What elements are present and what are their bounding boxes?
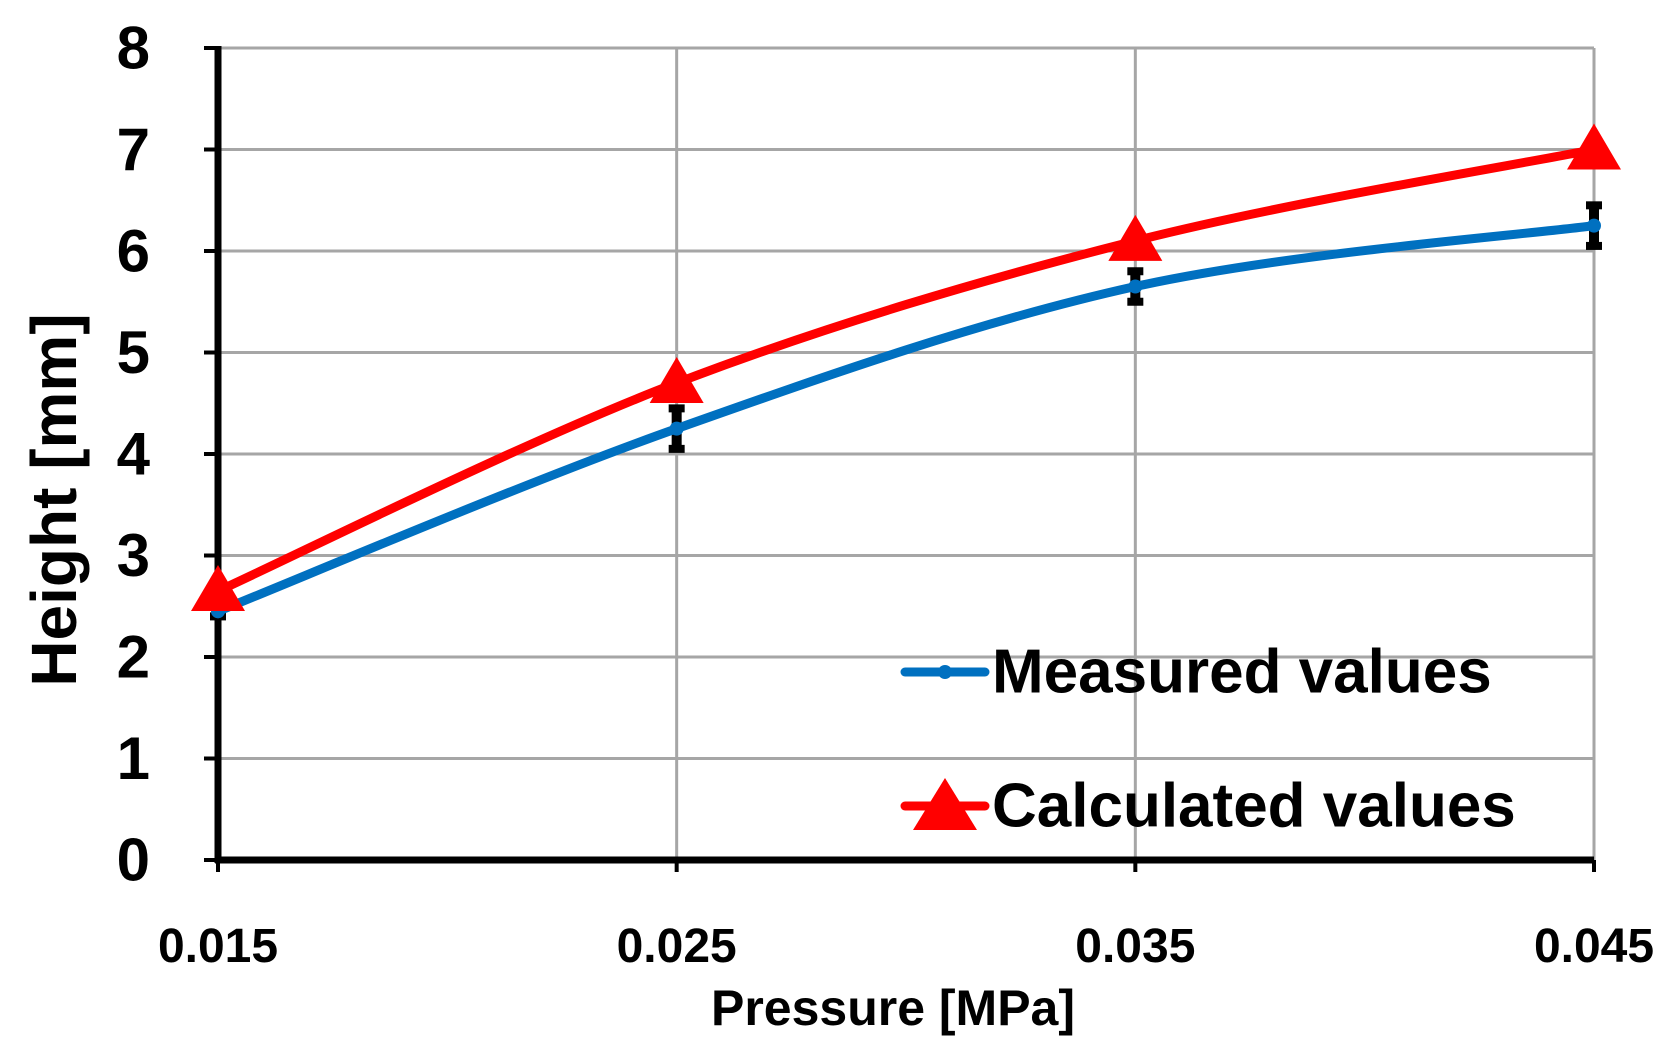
point-measured-values [1128, 279, 1143, 294]
y-tick-label: 8 [117, 15, 150, 82]
y-axis-title: Height [mm] [18, 313, 90, 686]
y-tick-label: 0 [117, 827, 150, 894]
axes [204, 46, 1596, 872]
point-calculated-values [191, 565, 245, 612]
point-calculated-values [1108, 214, 1163, 261]
x-tick-label: 0.015 [158, 920, 278, 973]
series-lines [213, 145, 1599, 616]
y-tick-label: 7 [117, 116, 150, 183]
series-markers [191, 123, 1621, 619]
x-tick-label: 0.025 [617, 920, 737, 973]
y-tick-labels: 0 1 2 3 4 5 6 7 8 [117, 15, 151, 894]
y-tick-label: 1 [117, 725, 150, 792]
legend-item-measured: Measured values [900, 638, 1492, 707]
legend: Measured values Calculated values [900, 638, 1516, 841]
legend-marker-calculated [913, 778, 977, 830]
y-tick-label: 5 [117, 319, 150, 386]
y-tick-label: 3 [117, 522, 150, 589]
point-measured-values [669, 421, 684, 436]
x-axis-title: Pressure [MPa] [711, 980, 1075, 1036]
legend-item-calculated: Calculated values [900, 772, 1516, 841]
legend-label-calculated: Calculated values [992, 772, 1516, 841]
x-tick-label: 0.035 [1075, 920, 1195, 973]
y-tick-label: 6 [117, 218, 150, 285]
point-calculated-values [1567, 123, 1621, 170]
x-tick-labels: 0.015 0.025 0.035 0.045 [158, 920, 1654, 973]
y-tick-label: 2 [117, 624, 150, 691]
line-measured-values [213, 221, 1599, 616]
legend-label-measured: Measured values [992, 638, 1492, 707]
y-tick-label: 4 [117, 421, 151, 488]
grid-lines [218, 46, 1596, 860]
legend-marker-measured [938, 665, 952, 679]
point-calculated-values [649, 356, 704, 403]
x-tick-label: 0.045 [1534, 920, 1654, 973]
line-calculated-values [213, 145, 1599, 596]
point-measured-values [1587, 218, 1601, 233]
